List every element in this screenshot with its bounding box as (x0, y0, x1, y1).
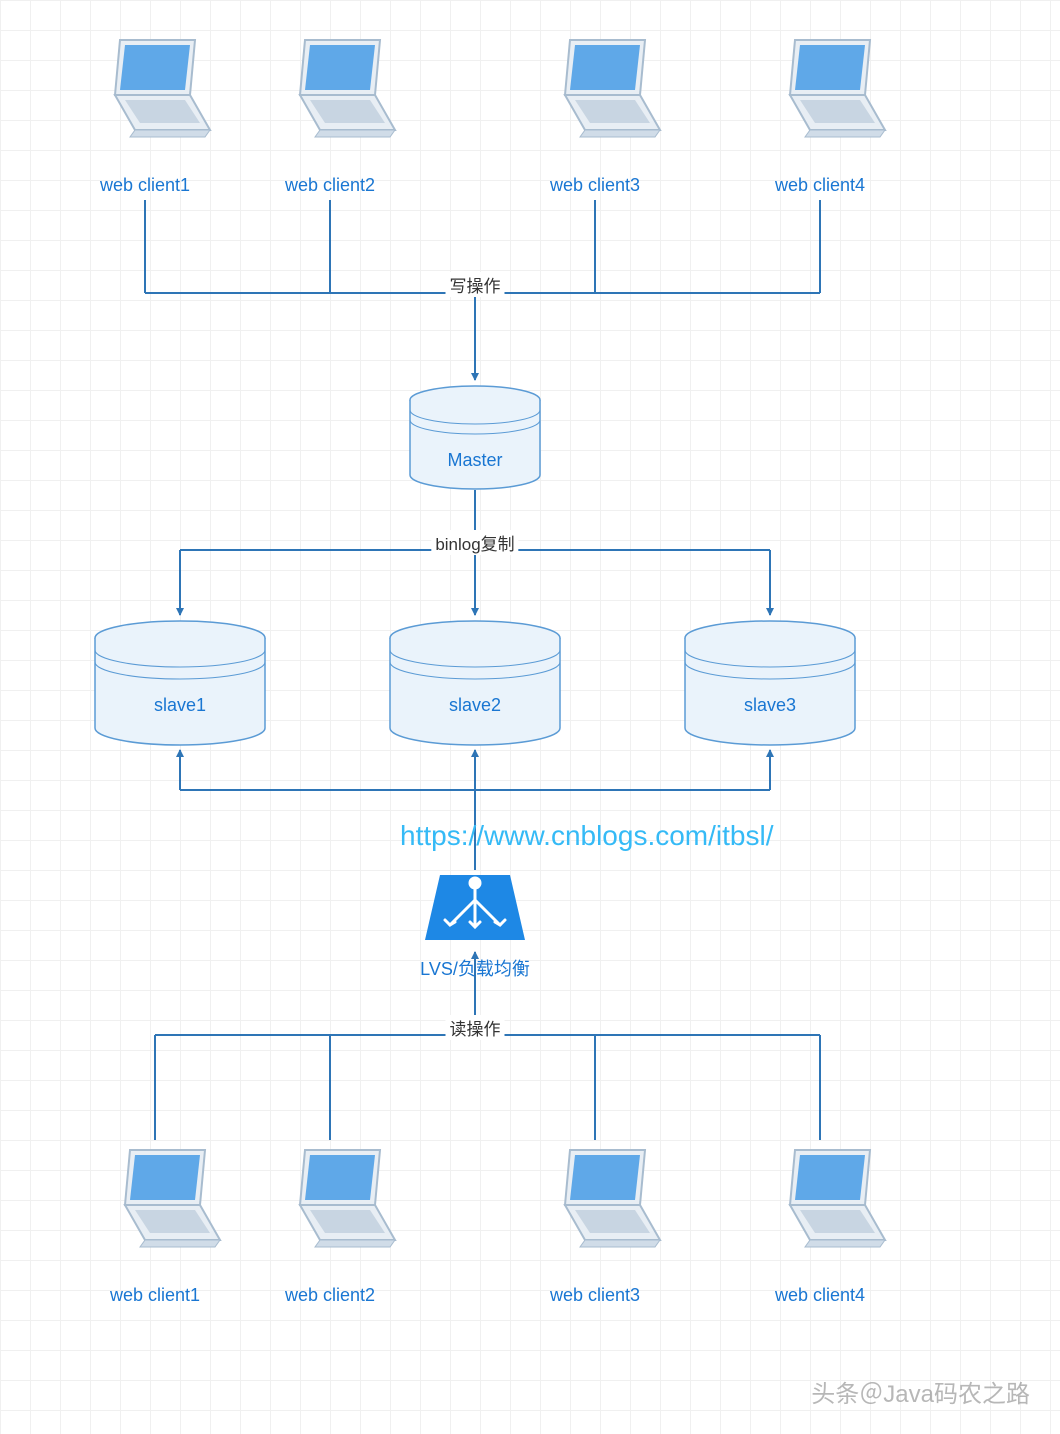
client-label: web client1 (100, 175, 190, 196)
master-label: Master (447, 450, 502, 471)
laptop-icon (85, 1140, 225, 1260)
client-label: web client2 (285, 175, 375, 196)
client-label: web client4 (775, 1285, 865, 1306)
laptop-icon (260, 1140, 400, 1260)
database-master (405, 385, 545, 500)
edge-label-read: 读操作 (446, 1015, 505, 1040)
client-label: web client1 (110, 1285, 200, 1306)
client-label: web client3 (550, 1285, 640, 1306)
laptop-icon (260, 30, 400, 150)
edge-label-write: 写操作 (446, 272, 505, 297)
client-label: web client3 (550, 175, 640, 196)
attribution-text: 头条＠Java码农之路 (811, 1374, 1030, 1409)
database-slave (680, 620, 860, 755)
edge-label-binlog: binlog复制 (431, 530, 518, 555)
laptop-icon (75, 30, 215, 150)
laptop-icon (525, 1140, 665, 1260)
laptop-icon (750, 30, 890, 150)
laptop-icon (750, 1140, 890, 1260)
load-balancer-icon (420, 870, 530, 950)
watermark-text: https://www.cnblogs.com/itbsl/ (400, 820, 773, 852)
lvs-label: LVS/负载均衡 (420, 955, 530, 981)
laptop-icon (525, 30, 665, 150)
database-slave (90, 620, 270, 755)
slave-label: slave2 (449, 695, 501, 716)
client-label: web client4 (775, 175, 865, 196)
database-slave (385, 620, 565, 755)
slave-label: slave3 (744, 695, 796, 716)
slave-label: slave1 (154, 695, 206, 716)
client-label: web client2 (285, 1285, 375, 1306)
